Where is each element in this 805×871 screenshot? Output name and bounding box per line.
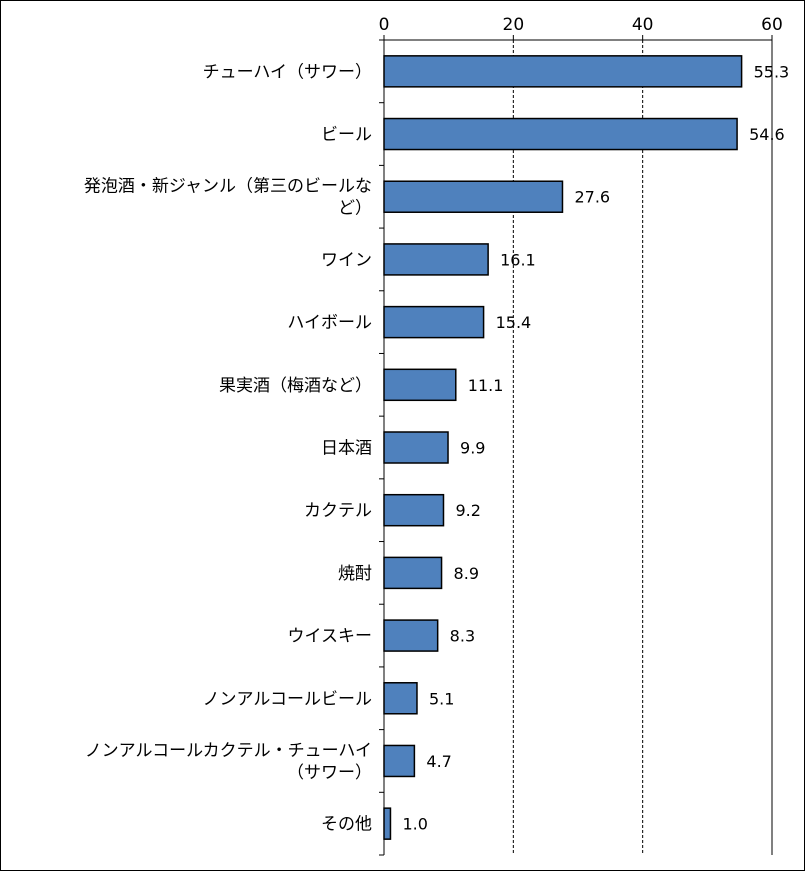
bar [383,619,439,652]
category-label: ノンアルコールカクテル・チューハイ [85,741,372,761]
category-label: ノンアルコールビール [203,689,373,709]
category-label: カクテル [304,501,372,521]
bar [383,431,449,464]
bar [383,682,418,715]
bar [383,117,738,151]
category-label: ビール [321,125,372,145]
data-label: 9.2 [455,501,480,520]
bar [383,180,564,213]
data-label: 11.1 [468,376,504,395]
category-label: 日本酒 [321,439,372,459]
x-tick-label: 0 [379,15,390,35]
data-label: 15.4 [496,313,532,332]
data-label: 1.0 [402,815,427,834]
category-label: 果実酒（梅酒など） [219,376,372,396]
category-label: その他 [321,815,372,835]
category-label: ワイン [321,250,372,270]
data-label: 8.3 [450,627,475,646]
category-label: ハイボール [287,313,372,333]
bar [383,493,445,527]
data-label: 54.6 [749,125,785,144]
bar [383,556,443,590]
category-label: （サワー） [287,763,372,783]
bar [383,744,416,778]
data-label: 5.1 [429,689,454,708]
bar [383,807,392,840]
bar [383,243,489,276]
bar [383,368,457,402]
category-label: ど） [338,199,372,219]
data-label: 4.7 [426,752,451,771]
category-label: 発泡酒・新ジャンル（第三のビールな [84,177,372,197]
category-label: チューハイ（サワー） [203,62,372,82]
data-label: 8.9 [454,564,479,583]
bar [383,55,743,88]
x-tick-label: 60 [761,15,783,35]
data-label: 27.6 [574,188,610,207]
data-label: 9.9 [460,439,485,458]
x-tick-label: 40 [632,15,654,35]
x-tick-label: 20 [503,15,525,35]
bar [383,305,485,339]
category-label: 焼酎 [338,564,372,584]
data-label: 16.1 [500,250,536,269]
category-label: ウイスキー [288,627,373,647]
data-label: 55.3 [754,62,790,81]
